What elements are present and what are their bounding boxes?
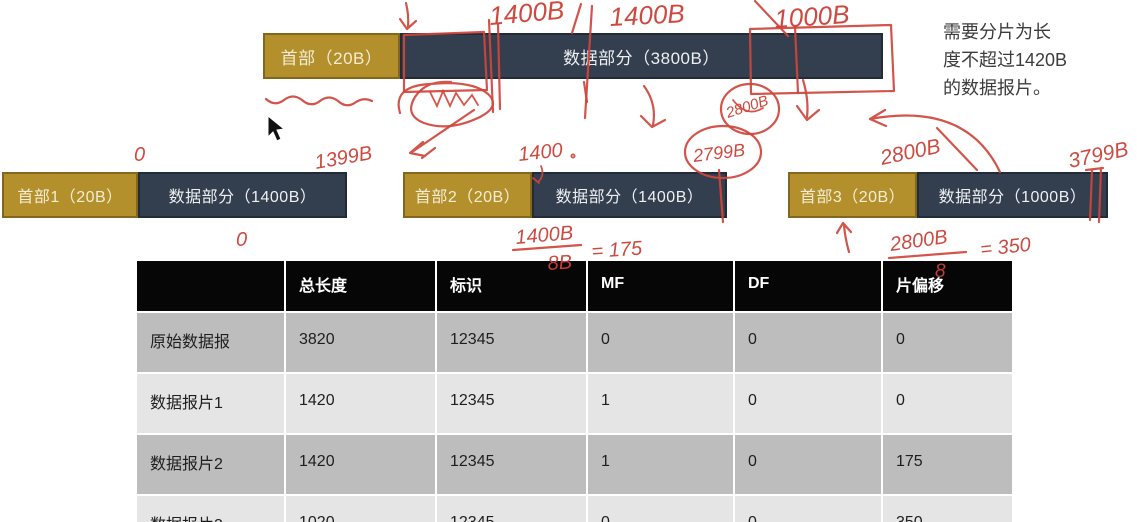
fragment2-header-label: 首部2（20B） (414, 189, 521, 206)
down-arrow-icon (398, 1, 418, 31)
cell-identification: 12345 (435, 311, 588, 374)
calc-frag3-result: = 350 (979, 234, 1032, 261)
annotation-frag1-first-byte: 0 (134, 144, 145, 166)
fragment1-header-bar: 首部1（20B） (2, 172, 138, 218)
annotation-circled-2800: 2800B (723, 92, 770, 122)
fragment3-data-label: 数据部分（1000B） (938, 189, 1087, 206)
fraction-bar (511, 243, 583, 252)
annotation-frag1-last-byte: 1399B (313, 142, 374, 174)
fragment2-header-bar: 首部2（20B） (403, 172, 532, 218)
down-arrow-icon (639, 84, 667, 129)
row-label: 数据报片2 (135, 433, 286, 496)
cell-df: 0 (733, 494, 883, 522)
row-label: 数据报片1 (135, 372, 286, 435)
cell-mf: 0 (586, 311, 735, 374)
down-arrow-icon (795, 78, 821, 122)
table-header-total-length: 总长度 (284, 259, 437, 313)
arrow-to-fragment1 (408, 108, 476, 160)
cell-identification: 12345 (435, 494, 588, 522)
table-row-fragment3: 数据报片3 1020 12345 0 0 350 (135, 494, 1014, 522)
table-header-identification: 标识 (435, 259, 588, 313)
mouse-cursor (267, 114, 286, 142)
cell-mf: 1 (586, 433, 735, 496)
cell-identification: 12345 (435, 372, 588, 435)
scribble-marks (732, 99, 764, 113)
loop-scribble (397, 80, 495, 128)
table-header-row: 总长度 标识 MF DF 片偏移 (135, 259, 1014, 313)
cell-total-length: 3820 (284, 311, 437, 374)
cell-mf: 0 (586, 494, 735, 522)
cell-df: 0 (733, 311, 883, 374)
cell-offset: 175 (881, 433, 1014, 496)
calc-frag3-numerator: 2800B (888, 226, 949, 256)
table-row-fragment1: 数据报片1 1420 12345 1 0 0 (135, 372, 1014, 435)
cell-total-length: 1420 (284, 433, 437, 496)
cell-offset: 0 (881, 372, 1014, 435)
original-data-label: 数据部分（3800B） (563, 48, 720, 68)
table-header-mf: MF (586, 259, 735, 313)
annotation-circled-2799: 2799B (691, 140, 746, 166)
fragmentation-table: 总长度 标识 MF DF 片偏移 原始数据报 3820 12345 0 0 0 … (135, 259, 1014, 522)
cell-total-length: 1420 (284, 372, 437, 435)
annotation-segment1-size: 1400B (488, 0, 566, 31)
cell-total-length: 1020 (284, 494, 437, 522)
fraction-bar (887, 250, 968, 260)
fragment1-header-label: 首部1（20B） (17, 189, 123, 206)
dot-mark (570, 153, 576, 159)
original-datagram-header-bar: 首部（20B） (263, 33, 400, 79)
fragment3-data-bar: 数据部分（1000B） (917, 172, 1108, 218)
divider-stroke (570, 2, 583, 35)
table-header-fragment-offset: 片偏移 (881, 259, 1014, 313)
circle-sketch (719, 82, 781, 136)
cell-df: 0 (733, 372, 883, 435)
tick-stroke (582, 80, 589, 104)
note-line-3: 的数据报片。 (943, 78, 1051, 98)
cell-df: 0 (733, 433, 883, 496)
curved-arrow (868, 108, 1002, 174)
up-arrow-icon (835, 221, 853, 254)
fragment1-data-bar: 数据部分（1400B） (138, 172, 347, 218)
cell-identification: 12345 (435, 433, 588, 496)
pointer-stroke (935, 126, 979, 172)
circle-sketch (683, 124, 763, 180)
table-header-df: DF (733, 259, 883, 313)
note-line-1: 需要分片为长 (943, 22, 1051, 42)
cell-mf: 1 (586, 372, 735, 435)
row-label: 数据报片3 (135, 494, 286, 522)
annotation-frag3-first-byte: 2800B (877, 135, 942, 170)
table-row-original: 原始数据报 3820 12345 0 0 0 (135, 311, 1014, 374)
fragment1-data-label: 数据部分（1400B） (168, 189, 317, 206)
divider-stroke (753, 0, 790, 38)
annotation-segment3-size: 1000B (773, 0, 850, 34)
fragment2-data-bar: 数据部分（1400B） (532, 172, 727, 218)
cell-offset: 0 (881, 311, 1014, 374)
annotation-frag1-offset: 0 (236, 229, 247, 251)
underline-squiggle (264, 95, 374, 107)
fragmentation-note: 需要分片为长 度不超过1420B 的数据报片。 (943, 18, 1135, 102)
scribble-marks (429, 88, 479, 109)
fragment3-header-label: 首部3（20B） (799, 189, 906, 206)
row-label: 原始数据报 (135, 311, 286, 374)
fragment2-data-label: 数据部分（1400B） (555, 189, 704, 206)
note-line-2: 度不超过1420B (943, 50, 1068, 70)
annotation-frag2-first-byte: 1400 (517, 139, 564, 166)
fragment3-header-bar: 首部3（20B） (788, 172, 917, 218)
table-header-blank (135, 259, 286, 313)
annotation-frag3-last-byte: 3799B (1066, 138, 1130, 173)
cell-offset: 350 (881, 494, 1014, 522)
original-datagram-data-bar: 数据部分（3800B） (400, 33, 883, 79)
original-header-label: 首部（20B） (280, 48, 383, 68)
calc-frag2-numerator: 1400B (515, 222, 575, 249)
annotation-segment2-size: 1400B (609, 0, 686, 32)
table-row-fragment2: 数据报片2 1420 12345 1 0 175 (135, 433, 1014, 496)
